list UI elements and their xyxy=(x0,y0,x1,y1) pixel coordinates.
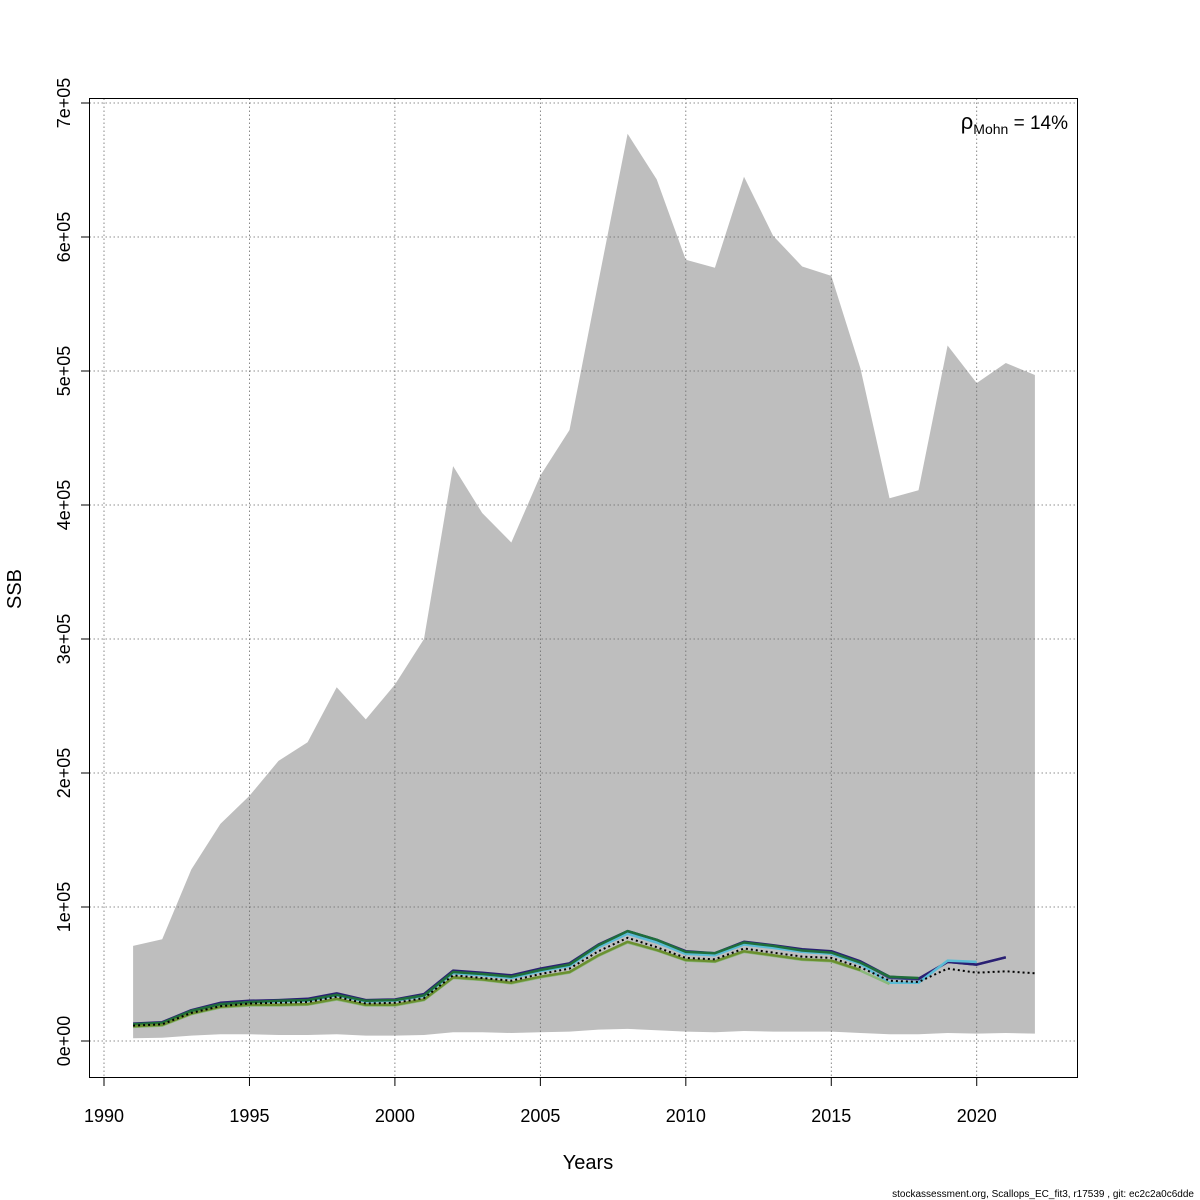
mohn-rho-annotation: ρMohn = 14% xyxy=(961,109,1068,137)
y-tick-label-500000: 5e+05 xyxy=(54,346,74,397)
series-lines xyxy=(133,929,1035,1029)
y-tick-label-600000: 6e+05 xyxy=(54,212,74,263)
confidence-band xyxy=(133,133,1035,1039)
series-line-6 xyxy=(133,940,861,1028)
rho-symbol: ρ xyxy=(961,109,974,134)
gridlines xyxy=(89,98,1078,1078)
mohn-subscript: Mohn xyxy=(973,121,1008,137)
y-axis: 0e+00 1e+05 2e+05 3e+05 4e+05 5e+05 6e+05 7e+05 xyxy=(54,78,90,1067)
y-tick-label-400000: 4e+05 xyxy=(54,480,74,531)
x-tick-label-2000: 2000 xyxy=(375,1106,415,1126)
x-tick-label-2020: 2020 xyxy=(957,1106,997,1126)
y-tick-label-0: 0e+00 xyxy=(54,1016,74,1067)
mohn-value: = 14% xyxy=(1008,113,1068,134)
confidence-band-layer xyxy=(133,133,1035,1039)
y-tick-label-200000: 2e+05 xyxy=(54,748,74,799)
series-line-4 xyxy=(133,929,919,1026)
y-tick-label-700000: 7e+05 xyxy=(54,78,74,129)
x-tick-label-1990: 1990 xyxy=(84,1106,124,1126)
x-axis: 1990 1995 2000 2005 2010 2015 2020 xyxy=(84,1077,997,1126)
x-axis-title: Years xyxy=(563,1152,613,1174)
x-tick-label-2005: 2005 xyxy=(520,1106,560,1126)
footer-credit: stockassessment.org, Scallops_EC_fit3, r… xyxy=(892,1189,1194,1200)
x-tick-label-1995: 1995 xyxy=(229,1106,269,1126)
x-tick-label-2010: 2010 xyxy=(666,1106,706,1126)
x-tick-label-2015: 2015 xyxy=(811,1106,851,1126)
y-tick-label-300000: 3e+05 xyxy=(54,614,74,665)
y-tick-label-100000: 1e+05 xyxy=(54,882,74,933)
y-axis-title: SSB xyxy=(4,569,26,609)
